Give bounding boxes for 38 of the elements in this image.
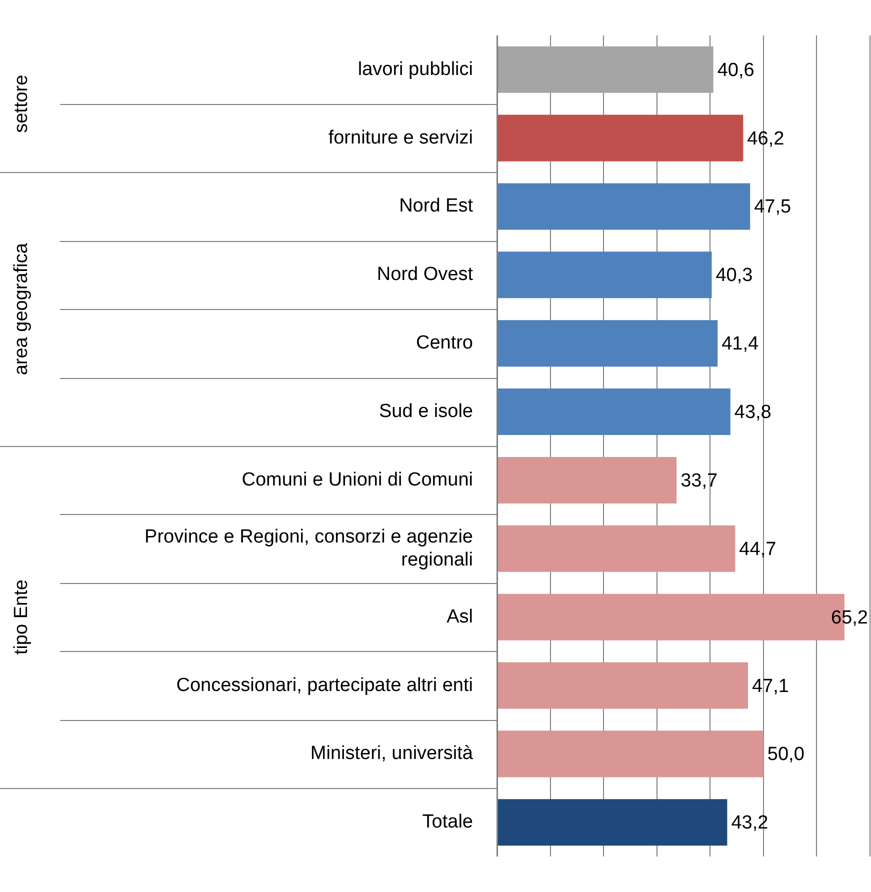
y-tick-label: Totale xyxy=(422,812,473,833)
data-label: 43,8 xyxy=(734,402,772,424)
data-label: 46,2 xyxy=(747,128,784,150)
y-tick-label: forniture e servizi xyxy=(328,127,473,148)
bar xyxy=(498,799,728,846)
y-tick-label: Concessionari, partecipate altri enti xyxy=(176,674,473,696)
data-label: 40,6 xyxy=(717,60,754,81)
bar xyxy=(498,320,718,367)
data-label: 47,5 xyxy=(754,196,792,218)
bar xyxy=(498,730,764,778)
y-tick-label: Nord Ovest xyxy=(376,264,474,286)
bar xyxy=(498,456,677,504)
bar xyxy=(498,114,744,162)
text: settore xyxy=(11,74,32,133)
data-label: 33,7 xyxy=(680,470,718,492)
data-label: 44,7 xyxy=(739,538,776,560)
bar xyxy=(498,662,748,709)
y-tick-label: lavori pubblici xyxy=(358,58,473,80)
data-label: 50,0 xyxy=(767,744,804,766)
text: tipo Ente xyxy=(11,580,32,655)
y-tick-label: Asl xyxy=(446,606,473,628)
bar xyxy=(498,183,750,230)
data-label: 41,4 xyxy=(722,334,760,355)
y-tick-label: Province e Regioni, consorzi e agenzie regionali xyxy=(144,526,473,570)
data-label: 40,3 xyxy=(716,265,753,286)
bar xyxy=(498,46,714,93)
y-tick-label: Comuni e Unioni di Comuni xyxy=(242,469,473,490)
bar xyxy=(498,388,730,436)
y-tick-label: Ministeri, università xyxy=(310,743,474,764)
text: area geografica xyxy=(11,242,32,376)
bar xyxy=(498,525,736,572)
y-tick-label: Sud e isole xyxy=(378,401,473,422)
y-tick-label: Centro xyxy=(416,332,473,354)
y-tick-label: Nord Est xyxy=(399,196,474,217)
data-label: 47,1 xyxy=(752,676,789,697)
bar xyxy=(498,252,712,298)
data-label: 65,2 xyxy=(831,607,868,628)
data-label: 43,2 xyxy=(731,812,768,834)
